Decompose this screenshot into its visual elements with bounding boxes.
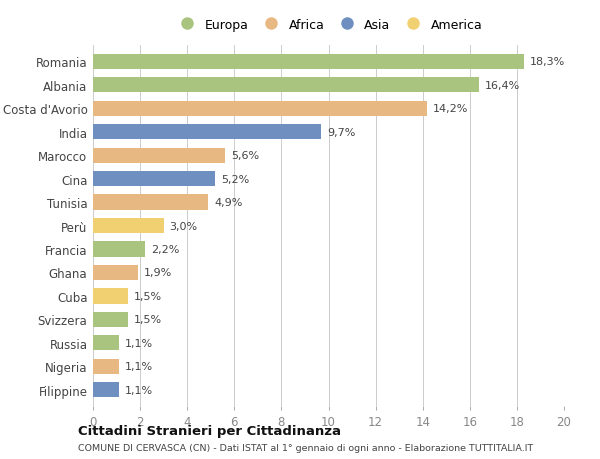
Bar — [93, 265, 138, 280]
Text: 5,6%: 5,6% — [231, 151, 259, 161]
Bar — [93, 242, 145, 257]
Legend: Europa, Africa, Asia, America: Europa, Africa, Asia, America — [172, 16, 485, 34]
Bar — [93, 382, 119, 397]
Bar — [93, 125, 322, 140]
Text: 1,1%: 1,1% — [125, 361, 153, 371]
Text: 9,7%: 9,7% — [328, 128, 356, 137]
Text: 1,9%: 1,9% — [143, 268, 172, 278]
Bar — [93, 101, 427, 117]
Text: 5,2%: 5,2% — [221, 174, 250, 184]
Text: 18,3%: 18,3% — [530, 57, 565, 67]
Text: 16,4%: 16,4% — [485, 81, 520, 91]
Text: 2,2%: 2,2% — [151, 245, 179, 254]
Text: 1,1%: 1,1% — [125, 338, 153, 348]
Text: Cittadini Stranieri per Cittadinanza: Cittadini Stranieri per Cittadinanza — [78, 424, 341, 437]
Bar — [93, 218, 164, 234]
Bar — [93, 289, 128, 304]
Text: 1,1%: 1,1% — [125, 385, 153, 395]
Text: 1,5%: 1,5% — [134, 291, 163, 301]
Text: 3,0%: 3,0% — [170, 221, 197, 231]
Text: 1,5%: 1,5% — [134, 315, 163, 325]
Bar — [93, 336, 119, 351]
Bar — [93, 148, 225, 163]
Bar — [93, 195, 208, 210]
Text: 4,9%: 4,9% — [214, 198, 242, 207]
Bar — [93, 312, 128, 327]
Text: 14,2%: 14,2% — [433, 104, 469, 114]
Bar — [93, 172, 215, 187]
Bar — [93, 359, 119, 374]
Text: COMUNE DI CERVASCA (CN) - Dati ISTAT al 1° gennaio di ogni anno - Elaborazione T: COMUNE DI CERVASCA (CN) - Dati ISTAT al … — [78, 443, 533, 452]
Bar — [93, 55, 524, 70]
Bar — [93, 78, 479, 93]
